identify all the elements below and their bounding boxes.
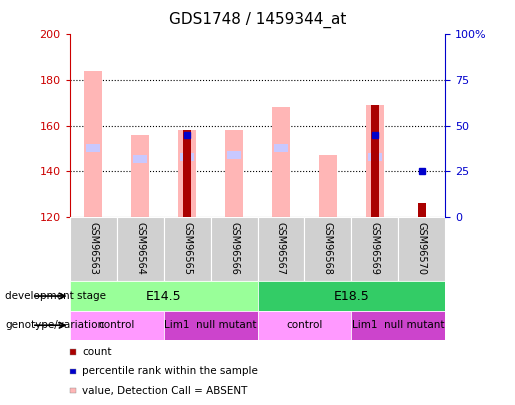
Text: GSM96563: GSM96563 <box>88 222 98 275</box>
Bar <box>225 130 244 217</box>
Bar <box>178 130 196 217</box>
Bar <box>304 217 352 281</box>
Bar <box>164 217 211 281</box>
Text: GSM96570: GSM96570 <box>417 222 427 275</box>
Bar <box>70 311 164 340</box>
Text: control: control <box>98 320 135 330</box>
Text: Lim1  null mutant: Lim1 null mutant <box>164 320 257 330</box>
Bar <box>418 203 426 217</box>
Bar <box>352 311 445 340</box>
Text: GDS1748 / 1459344_at: GDS1748 / 1459344_at <box>169 12 346 28</box>
Text: GSM96569: GSM96569 <box>370 222 380 275</box>
Bar <box>228 151 241 159</box>
Text: value, Detection Call = ABSENT: value, Detection Call = ABSENT <box>82 386 248 396</box>
Bar <box>271 107 290 217</box>
Bar <box>83 71 102 217</box>
Text: GSM96568: GSM96568 <box>323 222 333 275</box>
Text: percentile rank within the sample: percentile rank within the sample <box>82 367 259 376</box>
Text: Lim1  null mutant: Lim1 null mutant <box>352 320 445 330</box>
Bar <box>70 281 258 311</box>
Text: control: control <box>286 320 323 330</box>
Bar <box>368 153 382 161</box>
Bar <box>352 217 399 281</box>
Bar <box>183 130 191 217</box>
Text: count: count <box>82 347 112 357</box>
Bar <box>164 311 258 340</box>
Bar <box>319 155 337 217</box>
Bar <box>211 217 258 281</box>
Text: development stage: development stage <box>5 291 106 301</box>
Bar <box>371 105 379 217</box>
Bar <box>366 105 384 217</box>
Bar <box>258 217 304 281</box>
Bar <box>274 144 287 152</box>
Bar <box>258 311 352 340</box>
Text: GSM96567: GSM96567 <box>276 222 286 275</box>
Bar <box>70 217 116 281</box>
Bar <box>180 153 194 161</box>
Bar <box>399 217 445 281</box>
Bar <box>87 144 99 152</box>
Text: GSM96565: GSM96565 <box>182 222 192 275</box>
Text: E14.5: E14.5 <box>146 290 181 303</box>
Bar <box>133 155 147 163</box>
Text: GSM96566: GSM96566 <box>229 222 239 275</box>
Text: genotype/variation: genotype/variation <box>5 320 104 330</box>
Bar <box>131 134 149 217</box>
Bar <box>258 281 445 311</box>
Text: GSM96564: GSM96564 <box>135 222 145 275</box>
Bar <box>116 217 164 281</box>
Text: E18.5: E18.5 <box>334 290 369 303</box>
